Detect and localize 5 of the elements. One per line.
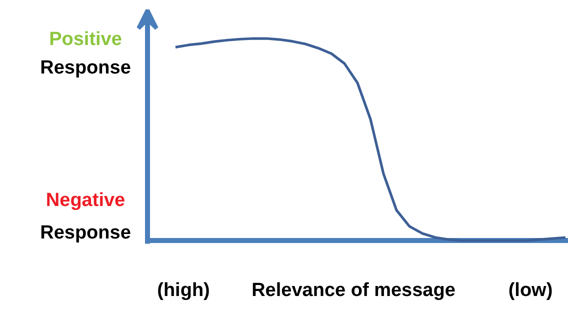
text: (low) <box>508 280 553 301</box>
text: Positive Response <box>40 29 131 78</box>
x-axis-title: Relevance of message <box>252 280 456 301</box>
text: (high) <box>157 280 210 301</box>
text: Negative Response <box>40 190 131 244</box>
